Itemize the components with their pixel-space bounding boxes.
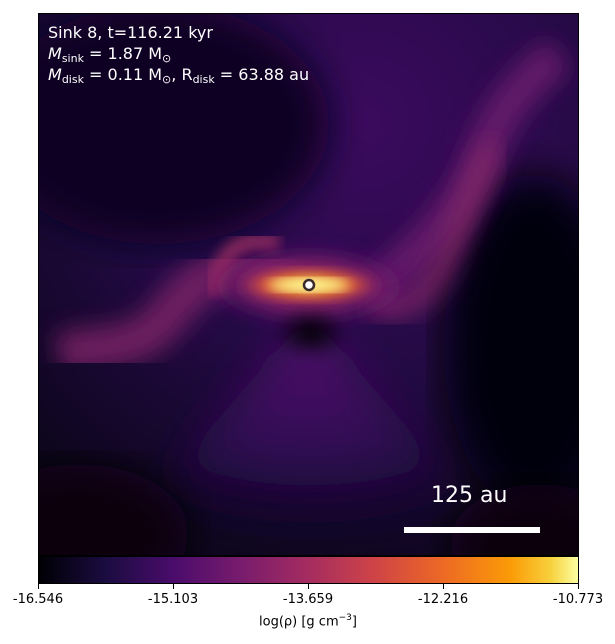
sink-time-label: Sink 8, t=116.21 kyr [48, 23, 213, 42]
colorbar-label: log(ρ) [g cm−3] [259, 613, 357, 630]
colorbar-tick [443, 584, 444, 589]
colorbar-tick-label: -10.773 [552, 592, 604, 607]
colorbar-tick [308, 584, 309, 589]
density-map-panel: Sink 8, t=116.21 kyr Msink = 1.87 M⊙ Mdi… [38, 13, 579, 556]
colorbar-tick-label: -12.216 [417, 592, 469, 607]
sink-mass-label: Msink = 1.87 M⊙ [48, 44, 172, 65]
colorbar [38, 556, 579, 584]
colorbar-tick [38, 584, 39, 589]
disk-properties-label: Mdisk = 0.11 M⊙, Rdisk = 63.88 au [48, 65, 310, 86]
colorbar-tick [173, 584, 174, 589]
density-map [39, 14, 578, 555]
scale-bar [404, 527, 540, 533]
sink-marker [302, 278, 316, 292]
colorbar-tick-label: -13.659 [282, 592, 334, 607]
scale-bar-label: 125 au [431, 483, 508, 508]
colorbar-tick-label: -16.546 [12, 592, 64, 607]
colorbar-tick-label: -15.103 [147, 592, 199, 607]
colorbar-tick [578, 584, 579, 589]
